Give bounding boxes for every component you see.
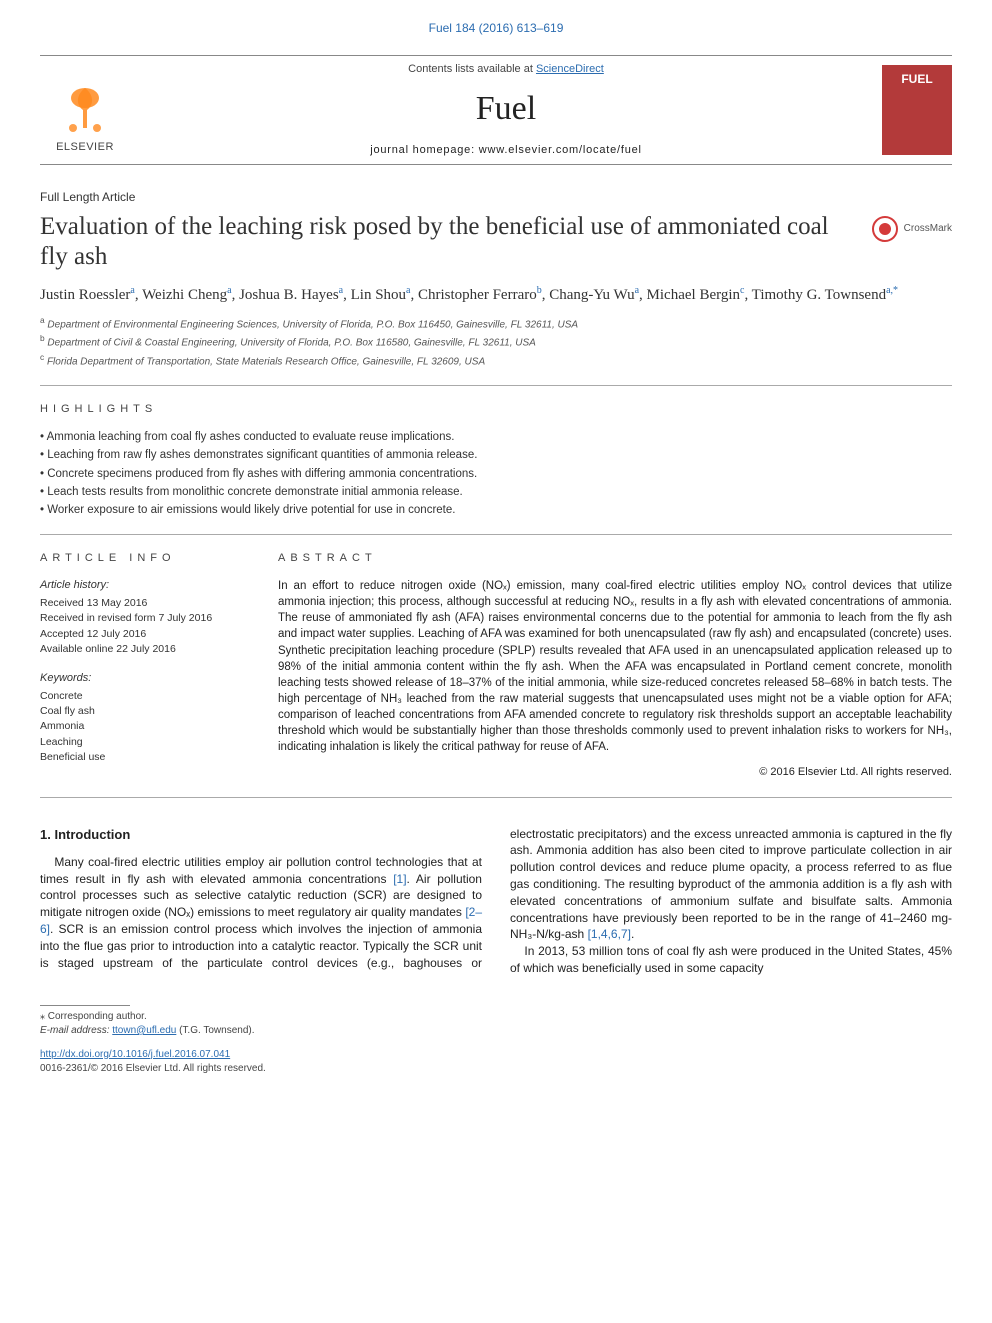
divider: [40, 534, 952, 535]
intro-p1-end: .: [631, 927, 634, 941]
divider: [40, 385, 952, 386]
doi-link[interactable]: http://dx.doi.org/10.1016/j.fuel.2016.07…: [40, 1049, 230, 1060]
keyword-item: Leaching: [40, 735, 250, 750]
abstract-label: ABSTRACT: [278, 551, 952, 566]
highlights-section: HIGHLIGHTS Ammonia leaching from coal fl…: [40, 402, 952, 518]
keyword-item: Concrete: [40, 689, 250, 704]
article-history: Article history: Received 13 May 2016Rec…: [40, 578, 250, 657]
affiliations: a Department of Environmental Engineerin…: [40, 314, 952, 369]
highlight-item: Worker exposure to air emissions would l…: [40, 502, 952, 518]
history-line: Accepted 12 July 2016: [40, 627, 250, 642]
journal-cover-label: FUEL: [901, 71, 932, 88]
homepage-line: journal homepage: www.elsevier.com/locat…: [130, 143, 882, 158]
highlights-label: HIGHLIGHTS: [40, 402, 952, 417]
corresponding-email-line: E-mail address: ttown@ufl.edu (T.G. Town…: [40, 1024, 952, 1038]
email-link[interactable]: ttown@ufl.edu: [112, 1025, 176, 1036]
abstract-text: In an effort to reduce nitrogen oxide (N…: [278, 578, 952, 755]
journal-reference: Fuel 184 (2016) 613–619: [40, 20, 952, 37]
crossmark-label: CrossMark: [904, 222, 952, 236]
contents-available-line: Contents lists available at ScienceDirec…: [130, 62, 882, 77]
corresponding-author: ⁎ Corresponding author.: [40, 1010, 952, 1024]
publisher-logo[interactable]: ELSEVIER: [40, 65, 130, 155]
citation-link-1[interactable]: [1]: [393, 872, 406, 886]
highlight-item: Leach tests results from monolithic conc…: [40, 484, 952, 500]
keywords-heading: Keywords:: [40, 671, 250, 687]
article-info-label: ARTICLE INFO: [40, 551, 250, 566]
journal-cover-thumbnail[interactable]: FUEL: [882, 65, 952, 155]
paper-title: Evaluation of the leaching risk posed by…: [40, 212, 856, 272]
issn-copyright: 0016-2361/© 2016 Elsevier Ltd. All right…: [40, 1062, 952, 1076]
journal-title: Fuel: [130, 85, 882, 133]
history-line: Received in revised form 7 July 2016: [40, 611, 250, 626]
introduction-section: 1. Introduction Many coal-fired electric…: [40, 826, 952, 977]
highlights-list: Ammonia leaching from coal fly ashes con…: [40, 429, 952, 517]
email-suffix: (T.G. Townsend).: [176, 1025, 254, 1036]
highlight-item: Ammonia leaching from coal fly ashes con…: [40, 429, 952, 445]
sciencedirect-link[interactable]: ScienceDirect: [536, 63, 604, 75]
publisher-name: ELSEVIER: [56, 140, 114, 155]
introduction-heading: 1. Introduction: [40, 826, 482, 844]
keyword-item: Beneficial use: [40, 750, 250, 765]
header-band: ELSEVIER Contents lists available at Sci…: [40, 55, 952, 165]
email-label: E-mail address:: [40, 1025, 112, 1036]
keywords-block: Keywords: ConcreteCoal fly ashAmmoniaLea…: [40, 671, 250, 765]
author-list: Justin Roesslera, Weizhi Chenga, Joshua …: [40, 284, 952, 306]
page-footer: ⁎ Corresponding author. E-mail address: …: [40, 1005, 952, 1076]
highlight-item: Concrete specimens produced from fly ash…: [40, 466, 952, 482]
keyword-item: Ammonia: [40, 719, 250, 734]
contents-prefix: Contents lists available at: [408, 63, 536, 75]
history-line: Received 13 May 2016: [40, 596, 250, 611]
article-type: Full Length Article: [40, 189, 952, 206]
intro-paragraph-2: In 2013, 53 million tons of coal fly ash…: [510, 943, 952, 977]
abstract-copyright: © 2016 Elsevier Ltd. All rights reserved…: [278, 765, 952, 780]
crossmark-badge[interactable]: CrossMark: [872, 216, 952, 242]
divider: [40, 797, 952, 798]
history-heading: Article history:: [40, 578, 250, 594]
keyword-item: Coal fly ash: [40, 704, 250, 719]
citation-link-1467[interactable]: [1,4,6,7]: [588, 927, 631, 941]
homepage-url[interactable]: www.elsevier.com/locate/fuel: [479, 144, 642, 156]
history-line: Available online 22 July 2016: [40, 642, 250, 657]
homepage-prefix: journal homepage:: [370, 144, 479, 156]
crossmark-icon: [872, 216, 898, 242]
highlight-item: Leaching from raw fly ashes demonstrates…: [40, 447, 952, 463]
elsevier-tree-icon: [55, 80, 115, 140]
